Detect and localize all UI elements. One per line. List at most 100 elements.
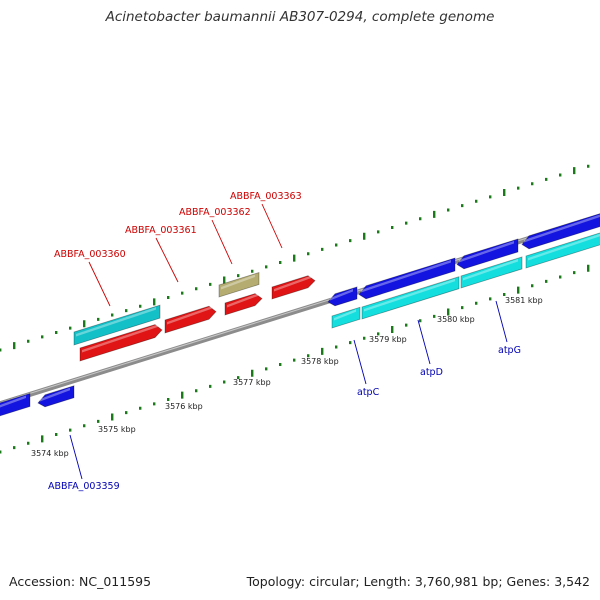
lower-minor-tick <box>377 332 380 336</box>
upper-major-tick <box>223 276 226 284</box>
reverse-rna-feature <box>73 304 161 346</box>
upper-minor-tick <box>209 282 212 286</box>
upper-major-tick <box>83 320 86 328</box>
lower-major-tick <box>111 413 114 421</box>
forward-cds-feature <box>37 385 75 408</box>
upper-minor-tick <box>279 261 282 264</box>
other-feature-body <box>218 271 260 298</box>
lower-minor-tick <box>349 341 352 345</box>
genome-backbone <box>0 213 600 407</box>
lower-major-tick <box>251 369 254 377</box>
forward-rna-feature-shine <box>528 233 600 261</box>
upper-minor-tick <box>419 217 422 221</box>
lower-minor-tick <box>209 384 212 388</box>
tick-marks <box>0 164 590 454</box>
reverse-cds-feature-body <box>271 275 316 300</box>
forward-gene-callout <box>417 319 431 365</box>
forward-rna-feature <box>361 276 460 320</box>
lower-minor-tick <box>573 271 576 275</box>
lower-minor-tick <box>223 380 226 384</box>
label-callouts <box>69 203 508 480</box>
lower-minor-tick <box>237 376 240 380</box>
upper-minor-tick <box>265 265 268 269</box>
lower-minor-tick <box>559 275 562 279</box>
kbp-tick-label: 3581 kbp <box>505 296 543 305</box>
reverse-rna-feature-body <box>73 304 161 346</box>
lower-major-tick <box>587 264 590 272</box>
upper-minor-tick <box>531 182 534 186</box>
lower-minor-tick <box>279 363 282 366</box>
reverse-gene-label: ABBFA_003362 <box>179 207 251 218</box>
lower-minor-tick <box>139 406 142 410</box>
forward-gene-callout <box>69 434 83 480</box>
forward-gene-callout <box>353 339 367 385</box>
forward-cds-feature <box>521 213 600 250</box>
upper-minor-tick <box>69 326 72 330</box>
upper-minor-tick <box>489 195 492 199</box>
upper-minor-tick <box>461 204 464 208</box>
lower-major-tick <box>447 308 450 316</box>
reverse-cds-feature <box>224 293 263 316</box>
lower-minor-tick <box>55 433 58 436</box>
forward-cds-feature-shine <box>40 387 70 402</box>
kbp-tick-label: 3580 kbp <box>437 315 475 324</box>
lower-minor-tick <box>531 284 534 288</box>
forward-cds-feature <box>0 392 31 417</box>
forward-cds-feature-shine <box>524 214 600 243</box>
upper-minor-tick <box>97 317 100 321</box>
lower-minor-tick <box>69 428 72 432</box>
upper-minor-tick <box>475 199 478 203</box>
reverse-cds-feature <box>164 305 217 334</box>
reverse-gene-callout <box>261 203 283 249</box>
forward-rna-feature-body <box>525 232 600 269</box>
upper-minor-tick <box>27 339 30 343</box>
reverse-gene-label: ABBFA_003360 <box>54 249 126 260</box>
forward-cds-feature <box>358 257 456 300</box>
upper-minor-tick <box>377 230 380 234</box>
reverse-cds-feature-shine <box>82 324 158 353</box>
other-feature <box>218 271 260 298</box>
reverse-gene-label: ABBFA_003361 <box>125 225 197 236</box>
upper-minor-tick <box>447 208 450 212</box>
upper-minor-tick <box>321 247 324 251</box>
reverse-cds-feature-body <box>164 305 217 334</box>
lower-minor-tick <box>545 279 548 283</box>
kbp-tick-label: 3578 kbp <box>301 357 339 366</box>
upper-minor-tick <box>125 309 128 313</box>
lower-minor-tick <box>13 446 16 450</box>
lower-minor-tick <box>83 424 86 428</box>
lower-major-tick <box>391 326 394 333</box>
lower-minor-tick <box>503 293 506 296</box>
lower-major-tick <box>41 435 44 443</box>
forward-cds-feature-shine <box>459 240 514 263</box>
forward-rna-feature-body <box>361 276 460 320</box>
reverse-cds-feature-body <box>79 324 163 362</box>
lower-minor-tick <box>27 441 30 445</box>
upper-major-tick <box>573 167 576 175</box>
forward-cds-feature-body <box>0 392 31 417</box>
lower-minor-tick <box>475 301 478 305</box>
topology-label: Topology: circular; Length: 3,760,981 bp… <box>246 574 590 589</box>
reverse-cds-feature-shine <box>167 306 212 325</box>
upper-minor-tick <box>391 226 394 229</box>
upper-minor-tick <box>195 287 198 291</box>
lower-minor-tick <box>125 411 128 415</box>
features <box>0 213 600 417</box>
forward-rna-feature <box>331 306 361 329</box>
upper-major-tick <box>293 254 296 262</box>
reverse-gene-callout <box>211 219 233 265</box>
kbp-tick-label: 3577 kbp <box>233 378 271 387</box>
upper-minor-tick <box>349 239 352 243</box>
forward-cds-feature <box>327 286 358 307</box>
upper-major-tick <box>363 232 366 240</box>
forward-cds-feature-body <box>521 213 600 250</box>
lower-major-tick <box>181 391 184 399</box>
forward-cds-feature-shine <box>330 288 353 301</box>
upper-minor-tick <box>55 331 58 334</box>
lower-minor-tick <box>489 297 492 301</box>
map-title: Acinetobacter baumannii AB307-0294, comp… <box>105 9 495 25</box>
lower-minor-tick <box>293 358 296 362</box>
upper-minor-tick <box>587 164 590 168</box>
upper-minor-tick <box>251 269 254 273</box>
forward-rna-feature-shine <box>334 309 356 321</box>
